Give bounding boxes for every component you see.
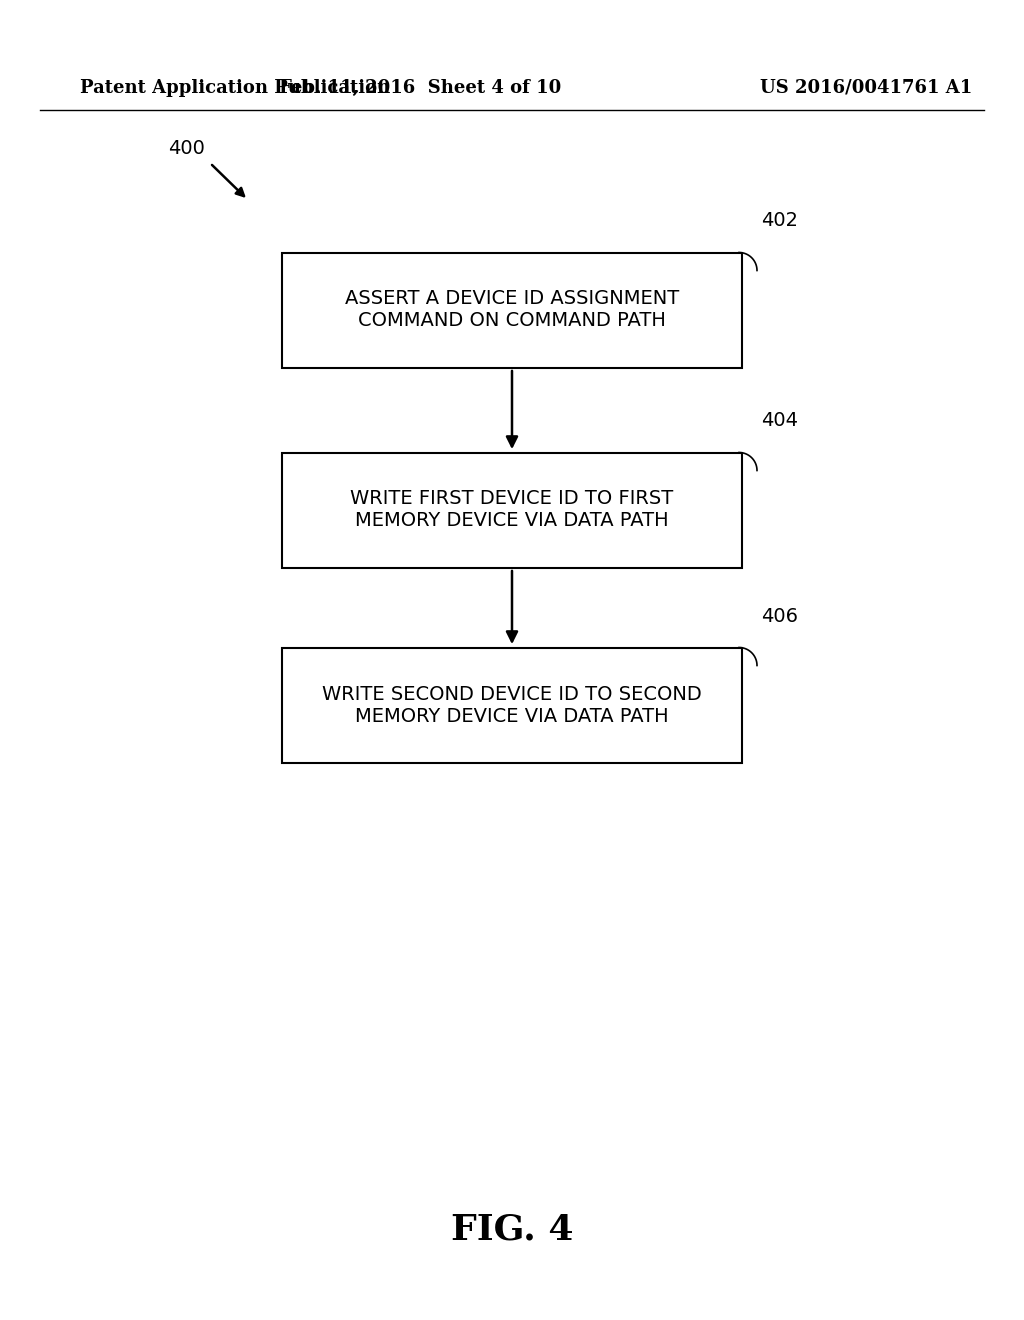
FancyBboxPatch shape	[282, 648, 742, 763]
Text: 402: 402	[761, 211, 798, 231]
Text: 400: 400	[168, 139, 205, 157]
Text: FIG. 4: FIG. 4	[451, 1213, 573, 1247]
Text: ASSERT A DEVICE ID ASSIGNMENT
COMMAND ON COMMAND PATH: ASSERT A DEVICE ID ASSIGNMENT COMMAND ON…	[345, 289, 679, 330]
Text: WRITE SECOND DEVICE ID TO SECOND
MEMORY DEVICE VIA DATA PATH: WRITE SECOND DEVICE ID TO SECOND MEMORY …	[323, 685, 701, 726]
FancyBboxPatch shape	[282, 252, 742, 367]
Text: US 2016/0041761 A1: US 2016/0041761 A1	[760, 79, 972, 96]
FancyBboxPatch shape	[282, 453, 742, 568]
Text: Feb. 11, 2016  Sheet 4 of 10: Feb. 11, 2016 Sheet 4 of 10	[279, 79, 561, 96]
Text: Patent Application Publication: Patent Application Publication	[80, 79, 390, 96]
Text: WRITE FIRST DEVICE ID TO FIRST
MEMORY DEVICE VIA DATA PATH: WRITE FIRST DEVICE ID TO FIRST MEMORY DE…	[350, 490, 674, 531]
Text: 404: 404	[761, 412, 798, 430]
Text: 406: 406	[761, 606, 798, 626]
